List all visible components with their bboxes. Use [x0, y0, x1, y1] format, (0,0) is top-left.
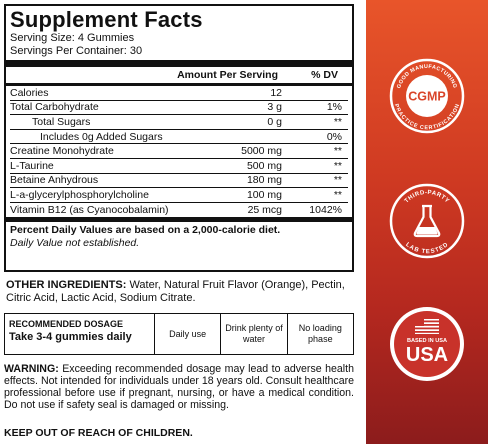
facts-row: Vitamin B12 (as Cyanocobalamin) 25 mcg 1… — [10, 203, 348, 218]
servings-per-container: Servings Per Container: 30 — [10, 45, 143, 57]
divider-thick — [6, 60, 352, 67]
facts-row: Betaine Anhydrous 180 mg ** — [10, 174, 348, 189]
row-dv: ** — [333, 159, 342, 172]
row-name: Vitamin B12 (as Cyanocobalamin) — [10, 204, 169, 217]
row-amount: 12 — [270, 86, 282, 99]
warning-text: WARNING: Exceeding recommended dosage ma… — [4, 363, 354, 411]
row-dv: 1042% — [309, 204, 342, 217]
other-ingredients-label: OTHER INGREDIENTS: — [6, 279, 127, 291]
dv-footnote: Percent Daily Values are based on a 2,00… — [10, 224, 281, 237]
row-name: Calories — [10, 86, 49, 99]
row-amount: 25 mcg — [247, 204, 282, 217]
amount-header: Amount Per Serving — [177, 69, 278, 81]
row-dv: ** — [333, 188, 342, 201]
row-dv: ** — [333, 115, 342, 128]
row-amount: 3 g — [267, 101, 282, 114]
row-amount: 0 g — [267, 115, 282, 128]
row-name: Total Carbohydrate — [10, 101, 99, 114]
dosage-instruction: Take 3-4 gummies daily — [9, 331, 132, 343]
facts-row: Calories 12 — [10, 86, 348, 101]
dosage-label: RECOMMENDED DOSAGE — [9, 319, 124, 329]
svg-text:THIRD-PARTY: THIRD-PARTY — [404, 190, 450, 205]
row-amount: 100 mg — [246, 188, 282, 201]
dosage-main-cell: RECOMMENDED DOSAGE Take 3-4 gummies dail… — [5, 314, 155, 354]
serving-size: Serving Size: 4 Gummies — [10, 32, 135, 44]
facts-row: Total Carbohydrate 3 g 1% — [10, 101, 348, 116]
row-dv: 0% — [326, 130, 342, 143]
row-name: Creatine Monohydrate — [10, 145, 114, 158]
warning-body: Exceeding recommended dosage may lead to… — [4, 363, 354, 411]
row-amount: 500 mg — [246, 159, 282, 172]
warning-label: WARNING: — [4, 363, 59, 375]
dosage-table: RECOMMENDED DOSAGE Take 3-4 gummies dail… — [4, 313, 354, 355]
svg-text:CGMP: CGMP — [408, 90, 446, 104]
facts-row: L-Taurine 500 mg ** — [10, 159, 348, 174]
row-dv: 1% — [326, 101, 342, 114]
facts-row: Creatine Monohydrate 5000 mg ** — [10, 144, 348, 159]
supplement-panel: Supplement Facts Serving Size: 4 Gummies… — [4, 4, 354, 439]
other-ingredients-text: Water, Natural Fruit Flavor (Orange), Pe… — [6, 279, 345, 304]
keep-out-notice: KEEP OUT OF REACH OF CHILDREN. — [4, 427, 193, 439]
certification-ribbon: GOOD MANUFACTURING PRACTICE CERTIFICATIO… — [366, 0, 488, 444]
cgmp-badge: GOOD MANUFACTURING PRACTICE CERTIFICATIO… — [388, 57, 466, 135]
row-dv: ** — [333, 145, 342, 158]
svg-text:BASED IN USA: BASED IN USA — [407, 338, 447, 344]
cgmp-icon: GOOD MANUFACTURING PRACTICE CERTIFICATIO… — [389, 58, 465, 134]
usa-flag-icon: BASED IN USA USA — [390, 307, 464, 381]
row-name: Includes 0g Added Sugars — [40, 130, 163, 143]
based-in-usa-badge: BASED IN USA USA — [388, 305, 466, 383]
row-name: L-a-glycerylphosphorylcholine — [10, 188, 149, 201]
row-name: Total Sugars — [32, 115, 91, 128]
supplement-facts-box: Supplement Facts Serving Size: 4 Gummies… — [4, 4, 354, 272]
flask-icon: THIRD-PARTY LAB TESTED — [389, 183, 465, 259]
dosage-cell-loading: No loading phase — [298, 323, 342, 344]
dosage-cell-water: Drink plenty of water — [221, 314, 288, 354]
row-name: Betaine Anhydrous — [10, 174, 99, 187]
divider-bottom — [6, 217, 352, 223]
facts-header-row: Amount Per Serving % DV — [10, 67, 348, 83]
facts-row: Includes 0g Added Sugars 0% — [10, 130, 348, 145]
row-dv: ** — [333, 174, 342, 187]
row-amount: 5000 mg — [241, 145, 282, 158]
dv-header: % DV — [311, 69, 338, 81]
divider-medium — [6, 83, 352, 86]
facts-row: Total Sugars 0 g ** — [10, 115, 348, 130]
row-name: L-Taurine — [10, 159, 54, 172]
row-amount: 180 mg — [246, 174, 282, 187]
lab-tested-badge: THIRD-PARTY LAB TESTED — [388, 182, 466, 260]
facts-row: L-a-glycerylphosphorylcholine 100 mg ** — [10, 188, 348, 203]
dv-not-established: Daily Value not established. — [10, 237, 140, 250]
svg-text:USA: USA — [406, 344, 448, 366]
dosage-cell-daily: Daily use — [155, 314, 222, 354]
facts-title: Supplement Facts — [10, 7, 203, 32]
other-ingredients: OTHER INGREDIENTS: Water, Natural Fruit … — [6, 279, 351, 305]
